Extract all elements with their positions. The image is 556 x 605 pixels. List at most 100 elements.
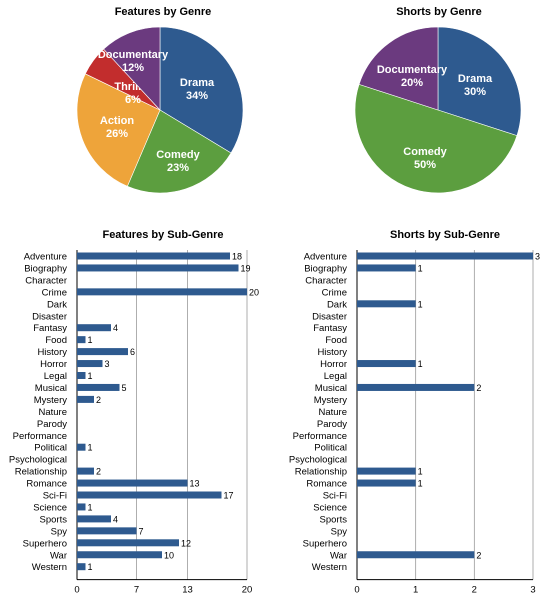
bar-adventure (77, 252, 230, 260)
category-label: Musical (35, 383, 67, 394)
bar-sports (77, 515, 111, 523)
bar-value-label: 2 (96, 467, 101, 477)
category-label: Legal (324, 371, 347, 382)
category-label: Legal (44, 371, 67, 382)
category-label: Disaster (312, 311, 347, 322)
x-tick-label: 3 (530, 585, 535, 596)
bar-western (77, 563, 86, 571)
category-label: Horror (320, 359, 347, 370)
x-tick-label: 20 (242, 585, 253, 596)
bar-value-label: 6 (130, 347, 135, 357)
bar-horror (77, 360, 103, 368)
bar-value-label: 19 (241, 263, 251, 273)
category-label: Biography (24, 263, 67, 274)
bar-value-label: 20 (249, 287, 259, 297)
category-label: War (50, 550, 67, 561)
category-label: Political (34, 443, 67, 454)
bar-chart-shorts-by-sub-genre: Shorts by Sub-Genre 0 1 2 3 Adventure 3 Biograp… (289, 229, 540, 596)
bar-adventure (357, 252, 533, 260)
category-label: Nature (318, 407, 347, 418)
pie-slice-comedy (354, 83, 518, 194)
category-label: Mystery (34, 395, 68, 406)
category-label: Performance (293, 431, 347, 442)
category-label: Western (32, 562, 67, 573)
bar-horror (357, 360, 416, 368)
category-label: Fantasy (33, 323, 67, 334)
category-label: Food (325, 335, 347, 346)
chart-title: Features by Sub-Genre (102, 229, 223, 241)
category-label: Fantasy (313, 323, 347, 334)
bar-relationship (357, 467, 416, 475)
pie-slice-label: Documentary (377, 64, 448, 76)
bar-relationship (77, 467, 94, 475)
bar-value-label: 1 (88, 371, 93, 381)
pie-slice-percent: 34% (186, 90, 208, 102)
bar-value-label: 7 (139, 526, 144, 536)
category-label: Romance (26, 479, 67, 490)
category-label: Sci-Fi (323, 491, 347, 502)
bar-biography (77, 264, 239, 272)
category-label: Science (313, 502, 347, 513)
bar-legal (77, 372, 86, 379)
category-label: Spy (331, 526, 348, 537)
category-label: Political (314, 443, 347, 454)
category-label: Science (33, 502, 67, 513)
bar-value-label: 5 (122, 383, 127, 393)
bar-value-label: 4 (113, 323, 118, 333)
x-tick-label: 1 (413, 585, 418, 596)
x-tick-label: 0 (354, 585, 359, 596)
pie-slice-percent: 26% (106, 128, 128, 140)
x-tick-label: 2 (472, 585, 477, 596)
bar-value-label: 3 (105, 359, 110, 369)
category-label: Disaster (32, 311, 67, 322)
bar-war (77, 551, 162, 559)
category-label: Psychological (289, 455, 347, 466)
bar-value-label: 1 (88, 502, 93, 512)
category-label: Crime (322, 287, 347, 298)
bar-romance (77, 479, 188, 487)
bar-sci-fi (77, 491, 222, 499)
category-label: Spy (51, 526, 68, 537)
category-label: Sports (320, 514, 348, 525)
category-label: Psychological (9, 455, 67, 466)
pie-slice-documentary (103, 26, 161, 111)
bar-war (357, 551, 475, 559)
category-label: War (330, 550, 347, 561)
category-label: Horror (40, 359, 67, 370)
pie-slice-percent: 12% (122, 62, 144, 74)
category-label: History (37, 347, 67, 358)
pie-slice-label: Action (100, 115, 135, 127)
category-label: Sci-Fi (43, 491, 67, 502)
category-label: Parody (317, 419, 347, 430)
chart-title: Features by Genre (115, 6, 212, 18)
bar-biography (357, 264, 416, 272)
pie-slice-label: Drama (458, 73, 493, 85)
bar-value-label: 2 (476, 550, 481, 560)
bar-crime (77, 288, 247, 296)
bar-value-label: 1 (418, 359, 423, 369)
category-label: Superhero (23, 538, 67, 549)
pie-slice-label: Comedy (403, 146, 447, 158)
chart-title: Shorts by Genre (396, 6, 482, 18)
x-tick-label: 7 (134, 585, 139, 596)
category-label: Nature (38, 407, 67, 418)
category-label: Mystery (314, 395, 348, 406)
pie-slice-label: Comedy (156, 149, 200, 161)
pie-slice-comedy (126, 109, 232, 194)
category-label: Food (45, 335, 67, 346)
category-label: History (317, 347, 347, 358)
pie-slice-label: Drama (180, 77, 215, 89)
category-label: Biography (304, 263, 347, 274)
bar-value-label: 1 (418, 263, 423, 273)
pie-slice-percent: 6% (125, 94, 141, 106)
bar-value-label: 2 (476, 383, 481, 393)
x-tick-label: 0 (74, 585, 79, 596)
bar-food (77, 336, 86, 344)
bar-value-label: 1 (88, 335, 93, 345)
bar-value-label: 1 (88, 562, 93, 572)
category-label: Relationship (295, 467, 347, 478)
category-label: Dark (327, 299, 347, 310)
category-label: Parody (37, 419, 67, 430)
